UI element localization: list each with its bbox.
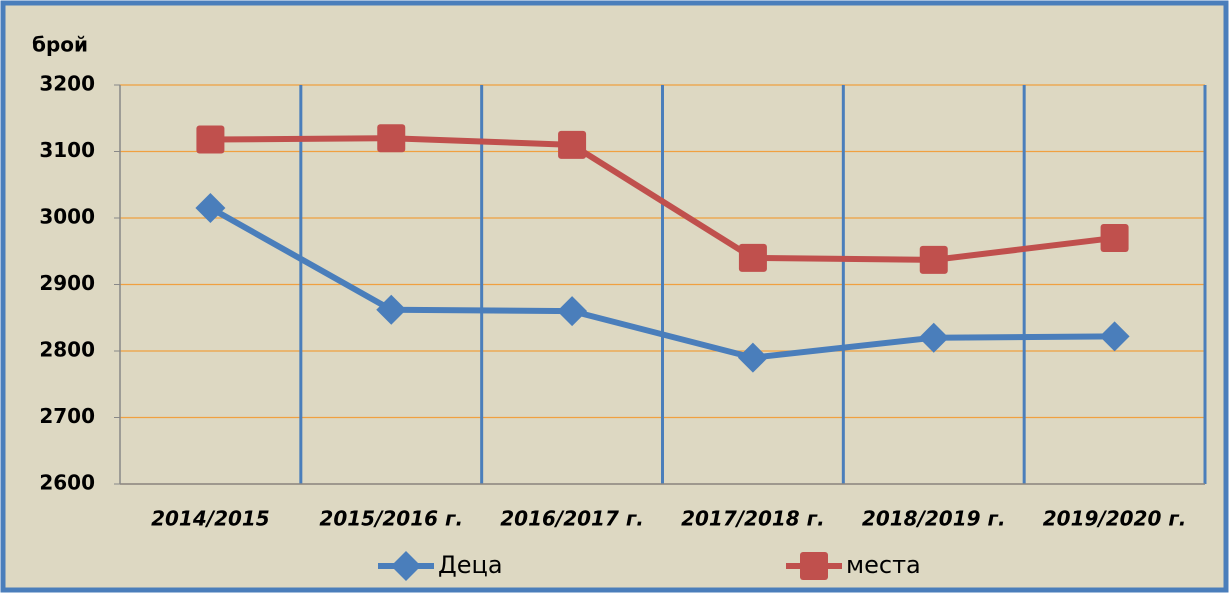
series-line bbox=[208, 205, 1115, 361]
x-tick-label: 2017/2018 г. bbox=[681, 507, 825, 531]
y-tick-label: 3100 bbox=[39, 138, 95, 162]
series-line bbox=[210, 135, 1115, 263]
marker bbox=[918, 322, 949, 353]
x-tick-label: 2019/2020 г. bbox=[1043, 507, 1187, 531]
x-tick-label: 2014/2015 bbox=[151, 507, 270, 531]
marker bbox=[557, 296, 588, 327]
y-tick-label: 2900 bbox=[39, 271, 95, 295]
marker bbox=[377, 124, 406, 153]
y-tick-label: 3000 bbox=[39, 205, 95, 229]
y-axis-label: брой bbox=[32, 33, 88, 57]
marker bbox=[558, 130, 587, 159]
marker bbox=[919, 245, 948, 274]
marker bbox=[1100, 223, 1129, 252]
legend-marker bbox=[800, 552, 828, 580]
y-tick-label: 2600 bbox=[39, 471, 95, 495]
marker bbox=[195, 193, 226, 224]
legend-label: места bbox=[846, 551, 921, 579]
x-tick-label: 2018/2019 г. bbox=[862, 507, 1006, 531]
marker bbox=[1099, 321, 1130, 352]
x-tick-label: 2016/2017 г. bbox=[500, 507, 644, 531]
x-tick-label: 2015/2016 г. bbox=[319, 507, 463, 531]
marker bbox=[376, 294, 407, 325]
y-tick-label: 3200 bbox=[39, 72, 95, 96]
marker bbox=[737, 342, 768, 373]
y-tick-label: 2700 bbox=[39, 404, 95, 428]
marker bbox=[196, 125, 225, 154]
y-tick-label: 2800 bbox=[39, 338, 95, 362]
legend-label: Деца bbox=[438, 551, 503, 579]
marker bbox=[738, 243, 767, 272]
legend-marker bbox=[391, 551, 421, 581]
